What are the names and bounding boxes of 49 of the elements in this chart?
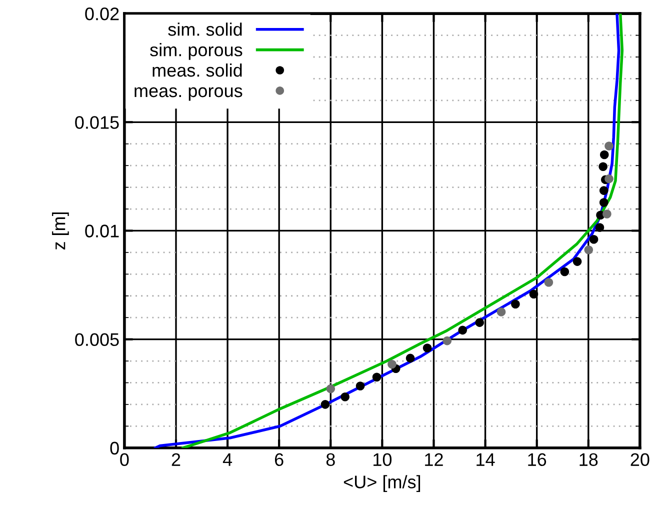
x-tick-label: 14 [476, 453, 495, 466]
y-tick-label: 0.02 [85, 8, 119, 20]
x-tick-label: 6 [274, 453, 284, 466]
y-tick-label: 0.01 [85, 224, 119, 238]
point [598, 162, 608, 172]
point [602, 210, 612, 218]
x-tick-label: 12 [425, 453, 443, 466]
point [600, 150, 609, 160]
point [320, 400, 330, 409]
point [422, 344, 432, 352]
point [340, 392, 350, 402]
point [560, 267, 570, 276]
point [599, 198, 608, 207]
point [372, 372, 382, 382]
legend-label: sim. porous [150, 43, 242, 60]
point [572, 257, 582, 266]
x-axis-title: <U> [m/s] [344, 475, 420, 492]
y-tick-label: 0 [110, 442, 119, 455]
legend-label: meas. solid [152, 63, 242, 77]
x-tick-label: 8 [326, 453, 335, 466]
point [589, 235, 598, 244]
point [604, 174, 614, 184]
x-tick-label: 18 [580, 453, 598, 466]
point [406, 354, 415, 363]
point [326, 384, 336, 394]
y-tick-label: 0.005 [75, 333, 119, 346]
point [595, 223, 604, 232]
point [356, 382, 365, 390]
point [442, 336, 452, 346]
x-tick-label: 2 [172, 453, 180, 466]
point [511, 300, 520, 309]
point [388, 360, 396, 369]
point [604, 142, 614, 150]
y-tick-label: 0.015 [75, 116, 119, 129]
point [584, 245, 594, 254]
point [475, 318, 484, 327]
x-tick-label: 4 [222, 453, 232, 466]
y-axis-title: z [m] [52, 212, 69, 250]
x-tick-label: 10 [374, 453, 392, 466]
point [458, 326, 467, 335]
point [599, 186, 608, 195]
legend-label: sim. solid [168, 22, 242, 36]
point [529, 290, 538, 299]
point [544, 278, 554, 287]
x-tick-label: 20 [630, 453, 650, 466]
legend-label: meas. porous [134, 87, 242, 101]
point [496, 308, 506, 316]
x-tick-label: 0 [120, 453, 129, 466]
x-tick-label: 16 [528, 453, 546, 466]
